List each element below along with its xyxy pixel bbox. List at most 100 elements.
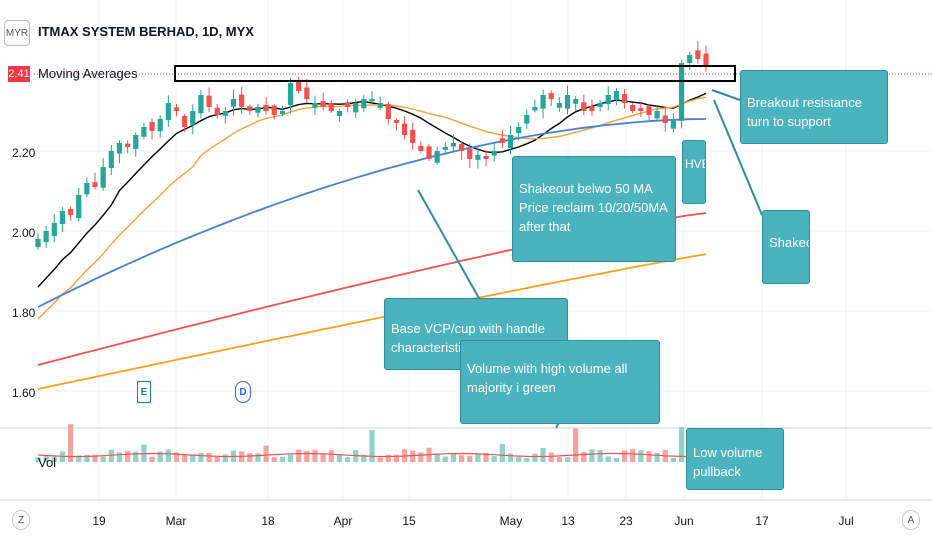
volume-bar (393, 454, 400, 462)
candle-body (304, 87, 310, 99)
candle-body (263, 104, 269, 111)
candle-body (287, 83, 294, 106)
candle-body (377, 103, 383, 108)
candle-body (638, 108, 644, 111)
candle-body (206, 95, 212, 107)
volume-bar (296, 449, 302, 462)
candle-body (157, 119, 163, 132)
volume-bar (524, 457, 530, 462)
candle-body (548, 93, 554, 99)
volume-bar (336, 454, 343, 462)
candle-body (239, 94, 245, 107)
volume-bar (418, 452, 424, 462)
volume-bar (67, 424, 74, 462)
volume-bar (548, 452, 554, 462)
candle-body (35, 239, 41, 248)
earnings-event-icon[interactable]: E (137, 381, 151, 403)
candle-body (442, 147, 448, 150)
candle-body (475, 155, 481, 160)
volume-bar (434, 453, 440, 462)
x-tick-label: May (499, 514, 523, 528)
candle-body (450, 143, 457, 147)
volume-bar (328, 450, 334, 462)
decorations (174, 65, 763, 429)
volume-bar (467, 455, 473, 462)
x-tick-label: 13 (561, 514, 575, 528)
candle-body (92, 182, 98, 187)
x-tick-label: 23 (619, 514, 633, 528)
callout-shakeout: Shakeout (762, 210, 810, 284)
candle-body (76, 195, 82, 219)
candle-body (467, 149, 473, 159)
callout-volume: Volume with high volume all majority i g… (460, 340, 660, 424)
candle-body (255, 107, 261, 113)
volume-bar (214, 456, 220, 462)
volume-bar (100, 456, 106, 462)
candle-body (182, 115, 188, 127)
last-price-tag: 2.41 (8, 66, 30, 82)
x-tick-label: 18 (261, 514, 275, 528)
volume-bar (304, 451, 310, 462)
volume-bar (182, 454, 188, 462)
volume-bar (76, 455, 82, 462)
candle-body (328, 103, 334, 111)
volume-bar (678, 427, 685, 462)
candle-body (393, 120, 400, 123)
volume-bar (507, 453, 514, 462)
volume-bar (108, 449, 114, 462)
candle-body (320, 101, 326, 107)
candle-body (507, 135, 514, 149)
candle-body (434, 151, 440, 163)
callout-hvb: HVB (682, 140, 706, 204)
candle-body (401, 123, 408, 135)
dividend-event-icon[interactable]: D (235, 381, 251, 403)
volume-bar (190, 454, 196, 462)
callout-pointer (417, 189, 481, 301)
volume-bar (597, 450, 603, 462)
x-tick-label: Jun (674, 514, 694, 528)
ma50-line (37, 118, 707, 308)
zoom-button[interactable]: Z (12, 510, 30, 530)
volume-ma-line (37, 452, 707, 458)
candle-body (141, 127, 147, 137)
volume-bar (670, 457, 677, 462)
candle-body (385, 104, 391, 119)
candle-body (149, 121, 155, 131)
candle-body (581, 102, 587, 111)
candle-body (133, 135, 139, 150)
symbol-title[interactable]: ITMAX SYSTEM BERHAD, 1D, MYX (38, 24, 254, 39)
volume-bars (35, 424, 709, 462)
volume-bar (312, 449, 318, 462)
volume-bar (385, 454, 391, 462)
indicator-label[interactable]: Moving Averages (38, 66, 138, 81)
candle-body (43, 231, 49, 243)
volume-bar (198, 452, 204, 462)
candle-body (353, 103, 359, 113)
volume-bar (43, 456, 49, 462)
candle-body (51, 223, 57, 237)
candle-body (426, 146, 432, 159)
volume-bar (369, 430, 375, 462)
volume-bar (125, 450, 131, 462)
volume-bar (279, 456, 285, 462)
x-tick-label: 15 (402, 514, 416, 528)
auto-scale-button[interactable]: A (902, 510, 920, 530)
volume-bar (556, 457, 562, 462)
y-tick-label: 2.20 (12, 146, 36, 160)
candle-body (125, 143, 131, 147)
x-tick-label: Jul (838, 514, 854, 528)
volume-label[interactable]: Vol (38, 455, 57, 470)
volume-bar (483, 452, 489, 462)
volume-bar (92, 455, 98, 462)
candle-body (100, 167, 106, 188)
volume-bar (247, 453, 253, 462)
candle-body (84, 183, 90, 195)
candle-body (564, 95, 571, 109)
volume-bar (116, 452, 123, 462)
volume-bar (377, 457, 383, 462)
currency-badge[interactable]: MYR (4, 20, 30, 46)
volume-bar (491, 456, 497, 462)
candle-body (418, 145, 424, 151)
volume-bar (589, 449, 595, 462)
